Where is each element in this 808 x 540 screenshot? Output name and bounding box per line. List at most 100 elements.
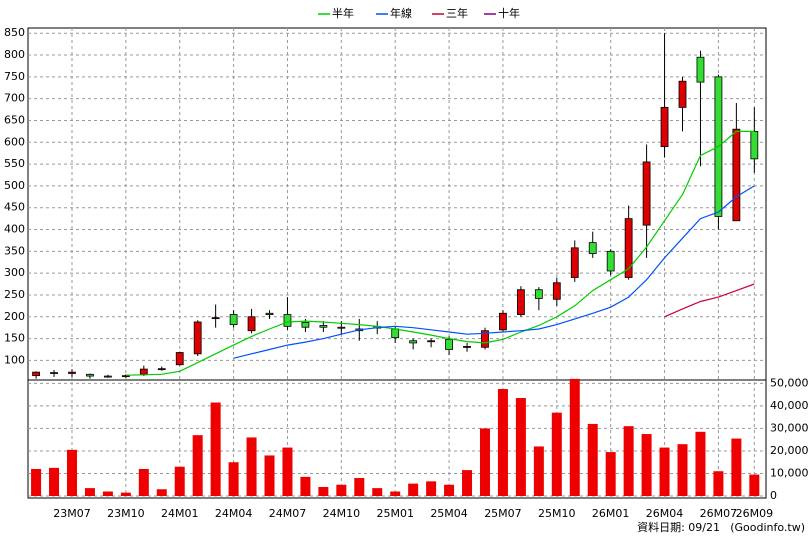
volume-bar (228, 462, 239, 496)
y2-tick-label: 0 (770, 489, 777, 502)
volume-bar (84, 488, 95, 496)
candle-body (283, 314, 292, 327)
x-tick-label: 26M01 (592, 507, 630, 520)
candle-body (552, 282, 561, 300)
volume-bar (372, 488, 383, 496)
source-note: (Goodinfo.tw) (730, 521, 805, 534)
y2-tick-label: 30,000 (770, 421, 808, 434)
y-tick-label: 350 (4, 244, 25, 257)
candle-body (319, 325, 328, 328)
candle-body (534, 289, 543, 299)
candle-body (427, 340, 436, 343)
candle-body (588, 242, 597, 254)
candle-body (32, 371, 40, 377)
volume-bar (677, 444, 688, 496)
y-tick-label: 850 (4, 26, 25, 39)
candle-body (624, 218, 633, 278)
candle-body (696, 56, 705, 83)
legend-label: 年線 (390, 6, 412, 20)
volume-bar (102, 491, 113, 496)
volume-bar (300, 476, 311, 496)
candle-body (642, 161, 651, 226)
candle-body (265, 312, 274, 315)
volume-bar (318, 486, 329, 496)
y-tick-label: 150 (4, 332, 25, 345)
x-tick-label: 24M10 (323, 507, 361, 520)
y-tick-label: 450 (4, 201, 25, 214)
candle-body (660, 106, 669, 148)
candle-body (499, 312, 507, 331)
date-note: 資料日期: 09/21 (637, 520, 720, 534)
volume-bar (497, 389, 508, 496)
ma-line (233, 185, 755, 359)
candle-body (157, 368, 166, 371)
y-tick-label: 550 (4, 157, 25, 170)
volume-bar (623, 426, 634, 496)
volume-bar (246, 437, 257, 496)
candle-body (121, 375, 130, 378)
x-tick-label: 23M07 (53, 507, 91, 520)
y-tick-label: 650 (4, 113, 25, 126)
candle-body (445, 339, 453, 350)
volume-bar (31, 468, 42, 496)
candle-body (247, 316, 256, 332)
y-tick-label: 600 (4, 135, 25, 148)
volume-bar (49, 467, 60, 496)
candle-body (481, 330, 489, 348)
volume-bar (336, 484, 347, 496)
x-tick-label: 26M07 (700, 507, 738, 520)
candle-body (606, 250, 615, 272)
volume-bar (479, 428, 490, 496)
volume-bar (659, 447, 670, 496)
y-tick-label: 300 (4, 266, 25, 279)
y2-tick-label: 20,000 (770, 444, 808, 457)
volume-bar (174, 466, 185, 496)
volume-bar (390, 491, 401, 496)
candle-body (175, 352, 184, 366)
volume-bar (66, 449, 77, 496)
candle-body (409, 340, 418, 344)
volume-bar (713, 471, 724, 496)
y-tick-label: 700 (4, 92, 25, 105)
volume-bar (533, 446, 544, 496)
x-tick-label: 24M01 (161, 507, 199, 520)
volume-bar (156, 489, 167, 496)
plot-frame (27, 27, 767, 499)
candle-body (337, 326, 346, 329)
candle-body (50, 372, 58, 374)
x-tick-label: 25M07 (484, 507, 522, 520)
x-tick-label: 24M04 (215, 507, 253, 520)
y-tick-label: 100 (4, 353, 25, 366)
y-tick-label: 200 (4, 310, 25, 323)
volume-bar (444, 484, 455, 496)
candle-body (139, 368, 148, 375)
candle-body (229, 314, 238, 326)
volume-bar (120, 492, 131, 496)
candle-body (104, 375, 112, 378)
volume-bar (731, 438, 742, 496)
candle-body (463, 346, 471, 348)
y-tick-label: 500 (4, 179, 25, 192)
volume-bar (408, 483, 419, 496)
volume-bar (605, 452, 616, 496)
x-tick-label: 23M10 (107, 507, 145, 520)
candle-body (193, 321, 202, 355)
volume-bar (551, 412, 562, 496)
y-tick-label: 750 (4, 70, 25, 83)
volume-bar (282, 447, 293, 496)
x-tick-label: 25M01 (376, 507, 414, 520)
y-tick-label: 250 (4, 288, 25, 301)
y-tick-label: 400 (4, 223, 25, 236)
volume-bar (695, 431, 706, 496)
y2-tick-label: 50,000 (770, 376, 808, 389)
candle-body (570, 247, 579, 278)
x-tick-label: 25M04 (430, 507, 468, 520)
candle-body (750, 130, 759, 160)
candle-body (391, 328, 400, 339)
volume-bar (354, 477, 365, 496)
volume-bar (138, 468, 149, 496)
candle-body (211, 317, 220, 320)
volume-bar (462, 470, 473, 496)
candle-body (516, 289, 525, 315)
